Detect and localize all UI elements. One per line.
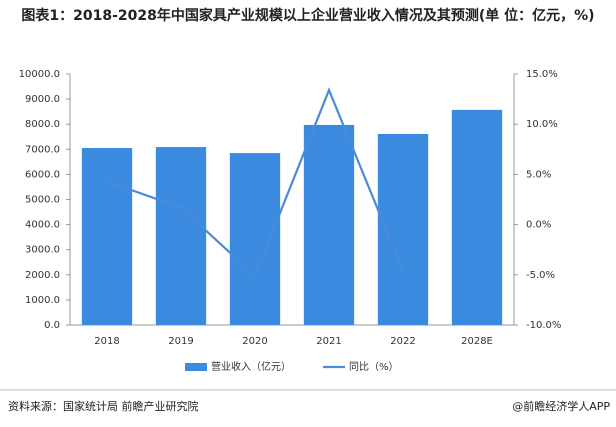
y-tick-label: 9000.0 — [25, 94, 60, 105]
legend-label: 营业收入（亿元） — [211, 360, 291, 373]
bar — [451, 109, 503, 325]
x-tick-label: 2021 — [316, 336, 341, 347]
y-tick-label: 10000.0 — [19, 69, 60, 80]
y2-tick-label: 0.0% — [526, 220, 551, 231]
line — [106, 87, 405, 278]
y2-tick-label: 5.0% — [526, 169, 551, 180]
x-tick-label: 2018 — [94, 336, 119, 347]
y2-tick-label: -5.0% — [526, 270, 555, 281]
bar — [155, 147, 207, 325]
bar — [81, 148, 133, 325]
bar — [303, 124, 355, 325]
legend-swatch — [185, 363, 207, 371]
x-tick-label: 2028E — [461, 336, 493, 347]
y-tick-label: 8000.0 — [25, 119, 60, 130]
y2-tick-label: 15.0% — [526, 69, 558, 80]
bar — [229, 153, 281, 325]
y-tick-label: 1000.0 — [25, 295, 60, 306]
x-tick-label: 2019 — [168, 336, 193, 347]
y-tick-label: 3000.0 — [25, 245, 60, 256]
y-tick-label: 6000.0 — [25, 169, 60, 180]
y-tick-label: 5000.0 — [25, 195, 60, 206]
y-tick-label: 2000.0 — [25, 270, 60, 281]
x-tick-label: 2022 — [390, 336, 415, 347]
y-tick-label: 4000.0 — [25, 220, 60, 231]
credit: @前瞻经济学人APP — [512, 399, 610, 413]
source: 资料来源：国家统计局 前瞻产业研究院 — [8, 399, 199, 413]
y-tick-label: 0.0 — [44, 320, 60, 331]
y-tick-label: 7000.0 — [25, 144, 60, 155]
y2-tick-label: -10.0% — [526, 320, 561, 331]
legend-label: 同比（%） — [349, 361, 399, 373]
chart-title: 图表1：2018-2028年中国家具产业规模以上企业营业收入情况及其预测(单 位… — [21, 8, 595, 24]
y2-tick-label: 10.0% — [526, 119, 558, 130]
x-tick-label: 2020 — [242, 336, 267, 347]
